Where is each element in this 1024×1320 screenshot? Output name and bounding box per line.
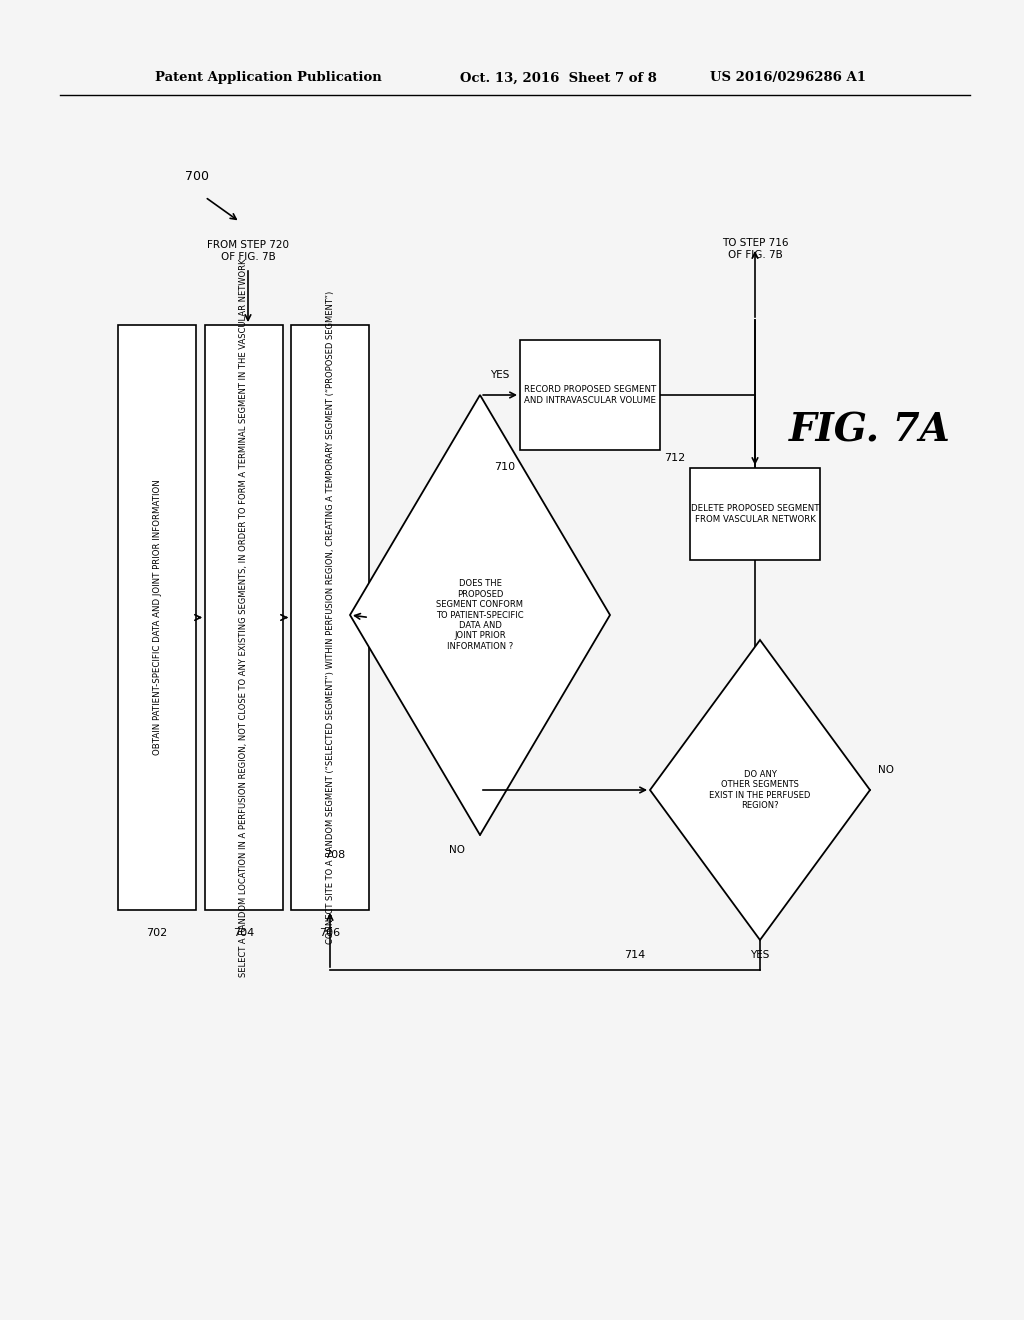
Text: NO: NO bbox=[449, 845, 465, 855]
Text: 704: 704 bbox=[233, 928, 255, 939]
Text: NO: NO bbox=[878, 766, 894, 775]
Bar bbox=[520, 341, 660, 450]
Bar bbox=[291, 325, 369, 909]
Text: DELETE PROPOSED SEGMENT
FROM VASCULAR NETWORK: DELETE PROPOSED SEGMENT FROM VASCULAR NE… bbox=[691, 504, 819, 524]
Text: 714: 714 bbox=[624, 950, 645, 960]
Polygon shape bbox=[650, 640, 870, 940]
Text: 708: 708 bbox=[324, 850, 345, 861]
Text: 710: 710 bbox=[494, 462, 515, 473]
Text: DO ANY
OTHER SEGMENTS
EXIST IN THE PERFUSED
REGION?: DO ANY OTHER SEGMENTS EXIST IN THE PERFU… bbox=[710, 770, 811, 810]
Text: YES: YES bbox=[490, 370, 509, 380]
Text: DOES THE
PROPOSED
SEGMENT CONFORM
TO PATIENT-SPECIFIC
DATA AND
JOINT PRIOR
INFOR: DOES THE PROPOSED SEGMENT CONFORM TO PAT… bbox=[436, 579, 524, 651]
Text: SELECT A RANDOM LOCATION IN A PERFUSION REGION, NOT CLOSE TO ANY EXISTING SEGMEN: SELECT A RANDOM LOCATION IN A PERFUSION … bbox=[240, 259, 249, 977]
Text: Patent Application Publication: Patent Application Publication bbox=[155, 71, 382, 84]
Text: RECORD PROPOSED SEGMENT
AND INTRAVASCULAR VOLUME: RECORD PROPOSED SEGMENT AND INTRAVASCULA… bbox=[524, 385, 656, 405]
Text: TO STEP 716
OF FIG. 7B: TO STEP 716 OF FIG. 7B bbox=[722, 239, 788, 260]
Text: OBTAIN PATIENT-SPECIFIC DATA AND JOINT PRIOR INFORMATION: OBTAIN PATIENT-SPECIFIC DATA AND JOINT P… bbox=[153, 479, 162, 755]
Text: Oct. 13, 2016  Sheet 7 of 8: Oct. 13, 2016 Sheet 7 of 8 bbox=[460, 71, 656, 84]
Bar bbox=[205, 325, 283, 909]
Bar bbox=[690, 469, 820, 560]
Text: US 2016/0296286 A1: US 2016/0296286 A1 bbox=[710, 71, 866, 84]
Text: 702: 702 bbox=[146, 928, 168, 939]
Polygon shape bbox=[350, 395, 610, 836]
Text: YES: YES bbox=[751, 950, 770, 960]
Text: CONNECT SITE TO A RANDOM SEGMENT (“SELECTED SEGMENT”) WITHIN PERFUSION REGION, C: CONNECT SITE TO A RANDOM SEGMENT (“SELEC… bbox=[326, 290, 335, 944]
Text: 706: 706 bbox=[319, 928, 341, 939]
Text: 712: 712 bbox=[664, 453, 685, 463]
Text: 700: 700 bbox=[185, 170, 209, 183]
Text: FROM STEP 720
OF FIG. 7B: FROM STEP 720 OF FIG. 7B bbox=[207, 240, 289, 261]
Bar bbox=[118, 325, 196, 909]
Text: FIG. 7A: FIG. 7A bbox=[790, 411, 951, 449]
